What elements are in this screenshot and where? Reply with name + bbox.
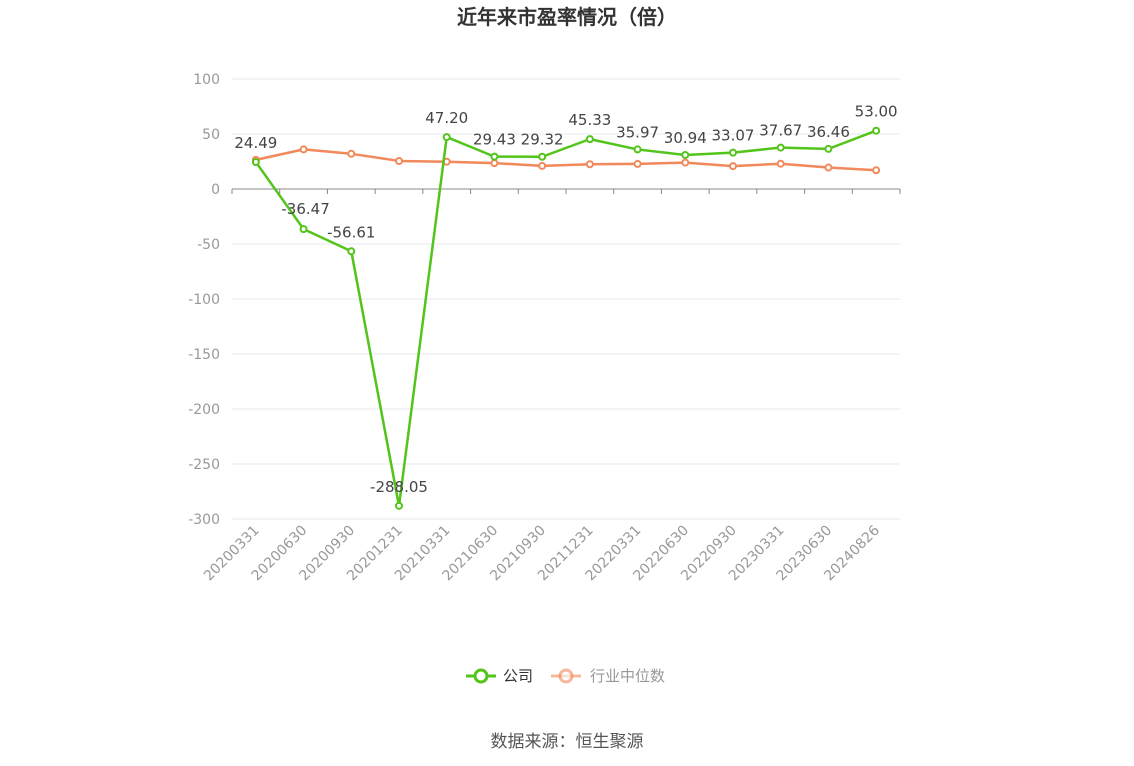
data-label: 29.43 (473, 131, 516, 149)
y-tick-label: -50 (197, 237, 220, 253)
y-tick-label: -250 (188, 457, 220, 473)
data-label: 24.49 (234, 134, 277, 152)
legend: 公司 行业中位数 (466, 667, 665, 685)
data-label: 47.20 (425, 109, 468, 127)
y-tick-label: -100 (188, 292, 220, 308)
legend-industry[interactable]: 行业中位数 (551, 667, 665, 685)
industry-data-point (872, 166, 881, 175)
data-labels: 24.49 -36.47 -56.61 -288.05 47.20 29.43 29.324… (234, 103, 897, 496)
company-data-point (729, 148, 737, 157)
industry-data-point (538, 161, 547, 170)
industry-data-point (347, 149, 356, 158)
data-label: 37.67 (759, 122, 802, 140)
data-label: -56.61 (327, 223, 375, 241)
company-data-point (347, 247, 356, 256)
data-label: 36.46 (807, 123, 850, 141)
y-tick-label: -300 (188, 512, 220, 528)
data-label: 53.00 (855, 103, 898, 121)
chart-title: 近年来市盈率情况（倍） (457, 5, 677, 29)
legend-marker-icon (558, 668, 574, 684)
grid-lines (232, 78, 900, 520)
company-data-point (824, 144, 833, 153)
company-data-point (442, 133, 451, 142)
company-data-point (681, 150, 690, 159)
company-data-point (251, 158, 260, 167)
industry-data-point (633, 159, 642, 168)
industry-data-point (395, 156, 403, 165)
x-axis: 2020033120200630202009302020123120210331… (201, 189, 901, 584)
company-data-point (776, 143, 785, 152)
company-series-line (254, 129, 877, 508)
industry-data-point (490, 159, 499, 168)
y-tick-label: -150 (188, 347, 220, 363)
y-tick-label: 0 (211, 182, 220, 198)
series-lines (251, 126, 881, 510)
company-data-point (490, 152, 499, 161)
legend-marker-icon (473, 668, 489, 684)
company-data-point (395, 501, 403, 510)
industry-data-point (299, 145, 308, 154)
company-data-point (585, 135, 594, 144)
data-label: 29.32 (521, 131, 564, 149)
data-label: -36.47 (281, 200, 329, 218)
industry-series-line (255, 148, 877, 172)
industry-data-point (585, 160, 594, 169)
company-data-point (872, 126, 881, 135)
legend-company[interactable]: 公司 (466, 667, 533, 685)
industry-data-point (729, 162, 737, 171)
company-data-point (299, 225, 308, 234)
data-label: 35.97 (616, 123, 659, 141)
company-data-point (538, 152, 547, 161)
legend-label: 公司 (503, 667, 533, 685)
y-tick-label: 100 (193, 72, 220, 88)
source-note: 数据来源：恒生聚源 (491, 732, 644, 752)
industry-data-point (681, 158, 690, 167)
company-data-point (633, 145, 642, 154)
y-axis: 100 50 0 -50 -100 -150 -200 -250 -300 (188, 72, 220, 528)
industry-data-point (776, 159, 785, 168)
y-tick-label: -200 (188, 402, 220, 418)
y-tick-label: 50 (202, 127, 220, 143)
data-label: 45.33 (568, 111, 611, 129)
legend-label: 行业中位数 (590, 667, 665, 685)
data-label: 33.07 (712, 127, 755, 145)
industry-data-point (824, 163, 833, 172)
data-label: 30.94 (664, 129, 707, 147)
data-label: -288.05 (370, 478, 428, 496)
